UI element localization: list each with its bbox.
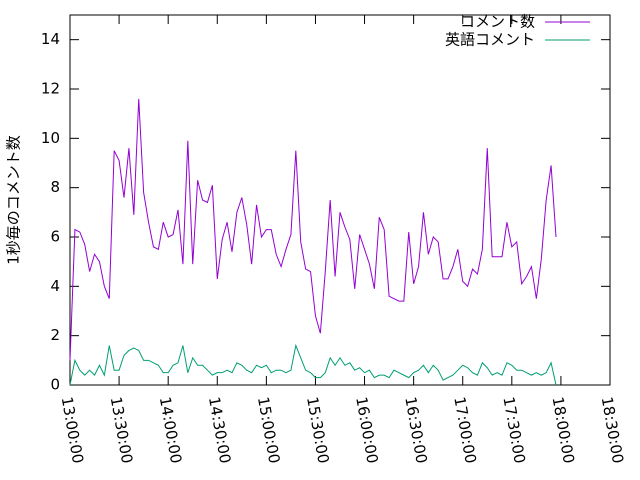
y-tick-label: 2 [50,326,60,344]
x-tick-label: 15:00:00 [254,395,283,464]
x-tick-label: 14:30:00 [205,395,234,464]
x-tick-label: 13:00:00 [58,395,87,464]
series-line [69,343,557,386]
legend-label: コメント数 [460,13,535,31]
x-tick-label: 17:00:00 [450,395,479,464]
x-tick-label: 17:30:00 [499,395,528,464]
x-tick-label: 13:30:00 [107,395,136,464]
y-tick-label: 8 [50,178,60,196]
x-tick-label: 16:30:00 [401,395,430,464]
series-line [69,98,557,361]
y-tick-label: 4 [50,277,60,295]
y-tick-label: 10 [41,129,60,147]
y-tick-label: 14 [41,30,60,48]
y-tick-label: 12 [41,80,60,98]
x-tick-label: 15:30:00 [303,395,332,464]
y-tick-label: 6 [50,228,60,246]
x-tick-label: 18:30:00 [598,395,627,464]
y-axis-label: 1秒毎のコメント数 [5,135,23,265]
x-tick-label: 16:00:00 [352,395,381,464]
plot-frame [69,14,611,386]
y-tick-label: 0 [50,376,60,394]
x-tick-label: 18:00:00 [549,395,578,464]
x-tick-label: 14:00:00 [156,395,185,464]
legend-label: 英語コメント [445,31,535,49]
